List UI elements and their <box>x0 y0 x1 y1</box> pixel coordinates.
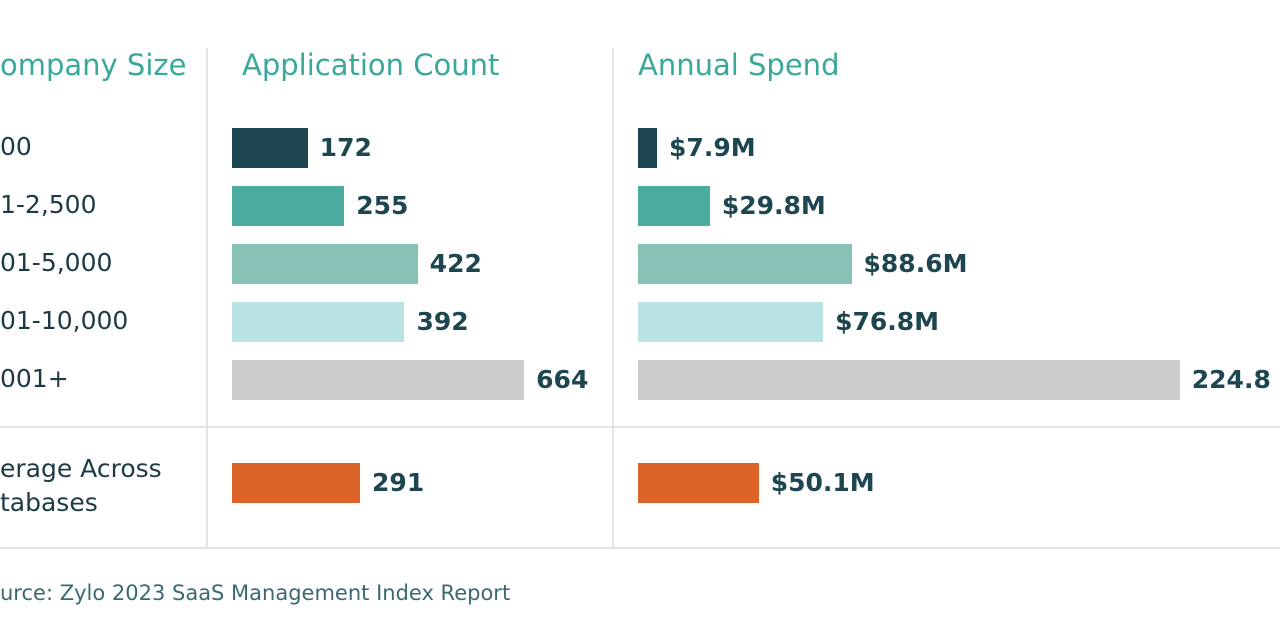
category-label: 01-10,000 <box>0 306 129 335</box>
average-label-line: tabases <box>0 488 98 517</box>
bar <box>638 186 710 226</box>
value-label: 422 <box>429 249 482 278</box>
row-divider <box>0 547 1280 549</box>
bar <box>232 360 525 400</box>
category-label: 1-2,500 <box>0 190 97 219</box>
column-divider <box>206 48 208 548</box>
value-label: 224.8 <box>1191 365 1271 394</box>
value-label: $88.6M <box>863 249 968 278</box>
value-label: 172 <box>319 133 372 162</box>
average-value-label: 291 <box>372 468 425 497</box>
average-label: erage Across tabases <box>0 452 162 520</box>
value-label: $76.8M <box>835 307 940 336</box>
bar <box>638 302 824 342</box>
bar <box>638 244 852 284</box>
value-label: $29.8M <box>721 191 826 220</box>
average-value-label: $50.1M <box>770 468 875 497</box>
source-note: urce: Zylo 2023 SaaS Management Index Re… <box>0 581 511 605</box>
bar <box>232 128 308 168</box>
bar <box>638 128 658 168</box>
row-divider <box>0 426 1280 428</box>
header-annual-spend: Annual Spend <box>638 48 840 82</box>
category-label: 00 <box>0 132 32 161</box>
header-application-count: Application Count <box>242 48 500 82</box>
header-company-size: ompany Size <box>0 48 187 82</box>
value-label: $7.9M <box>669 133 756 162</box>
value-label: 255 <box>356 191 409 220</box>
value-label: 664 <box>536 365 589 394</box>
average-bar <box>232 463 361 503</box>
column-divider <box>612 48 614 548</box>
average-label-line: erage Across <box>0 454 162 483</box>
bar <box>232 302 405 342</box>
average-bar <box>638 463 759 503</box>
category-label: 001+ <box>0 364 69 393</box>
bar <box>232 244 418 284</box>
value-label: 392 <box>416 307 469 336</box>
category-label: 01-5,000 <box>0 248 113 277</box>
bar <box>232 186 345 226</box>
bar <box>638 360 1180 400</box>
